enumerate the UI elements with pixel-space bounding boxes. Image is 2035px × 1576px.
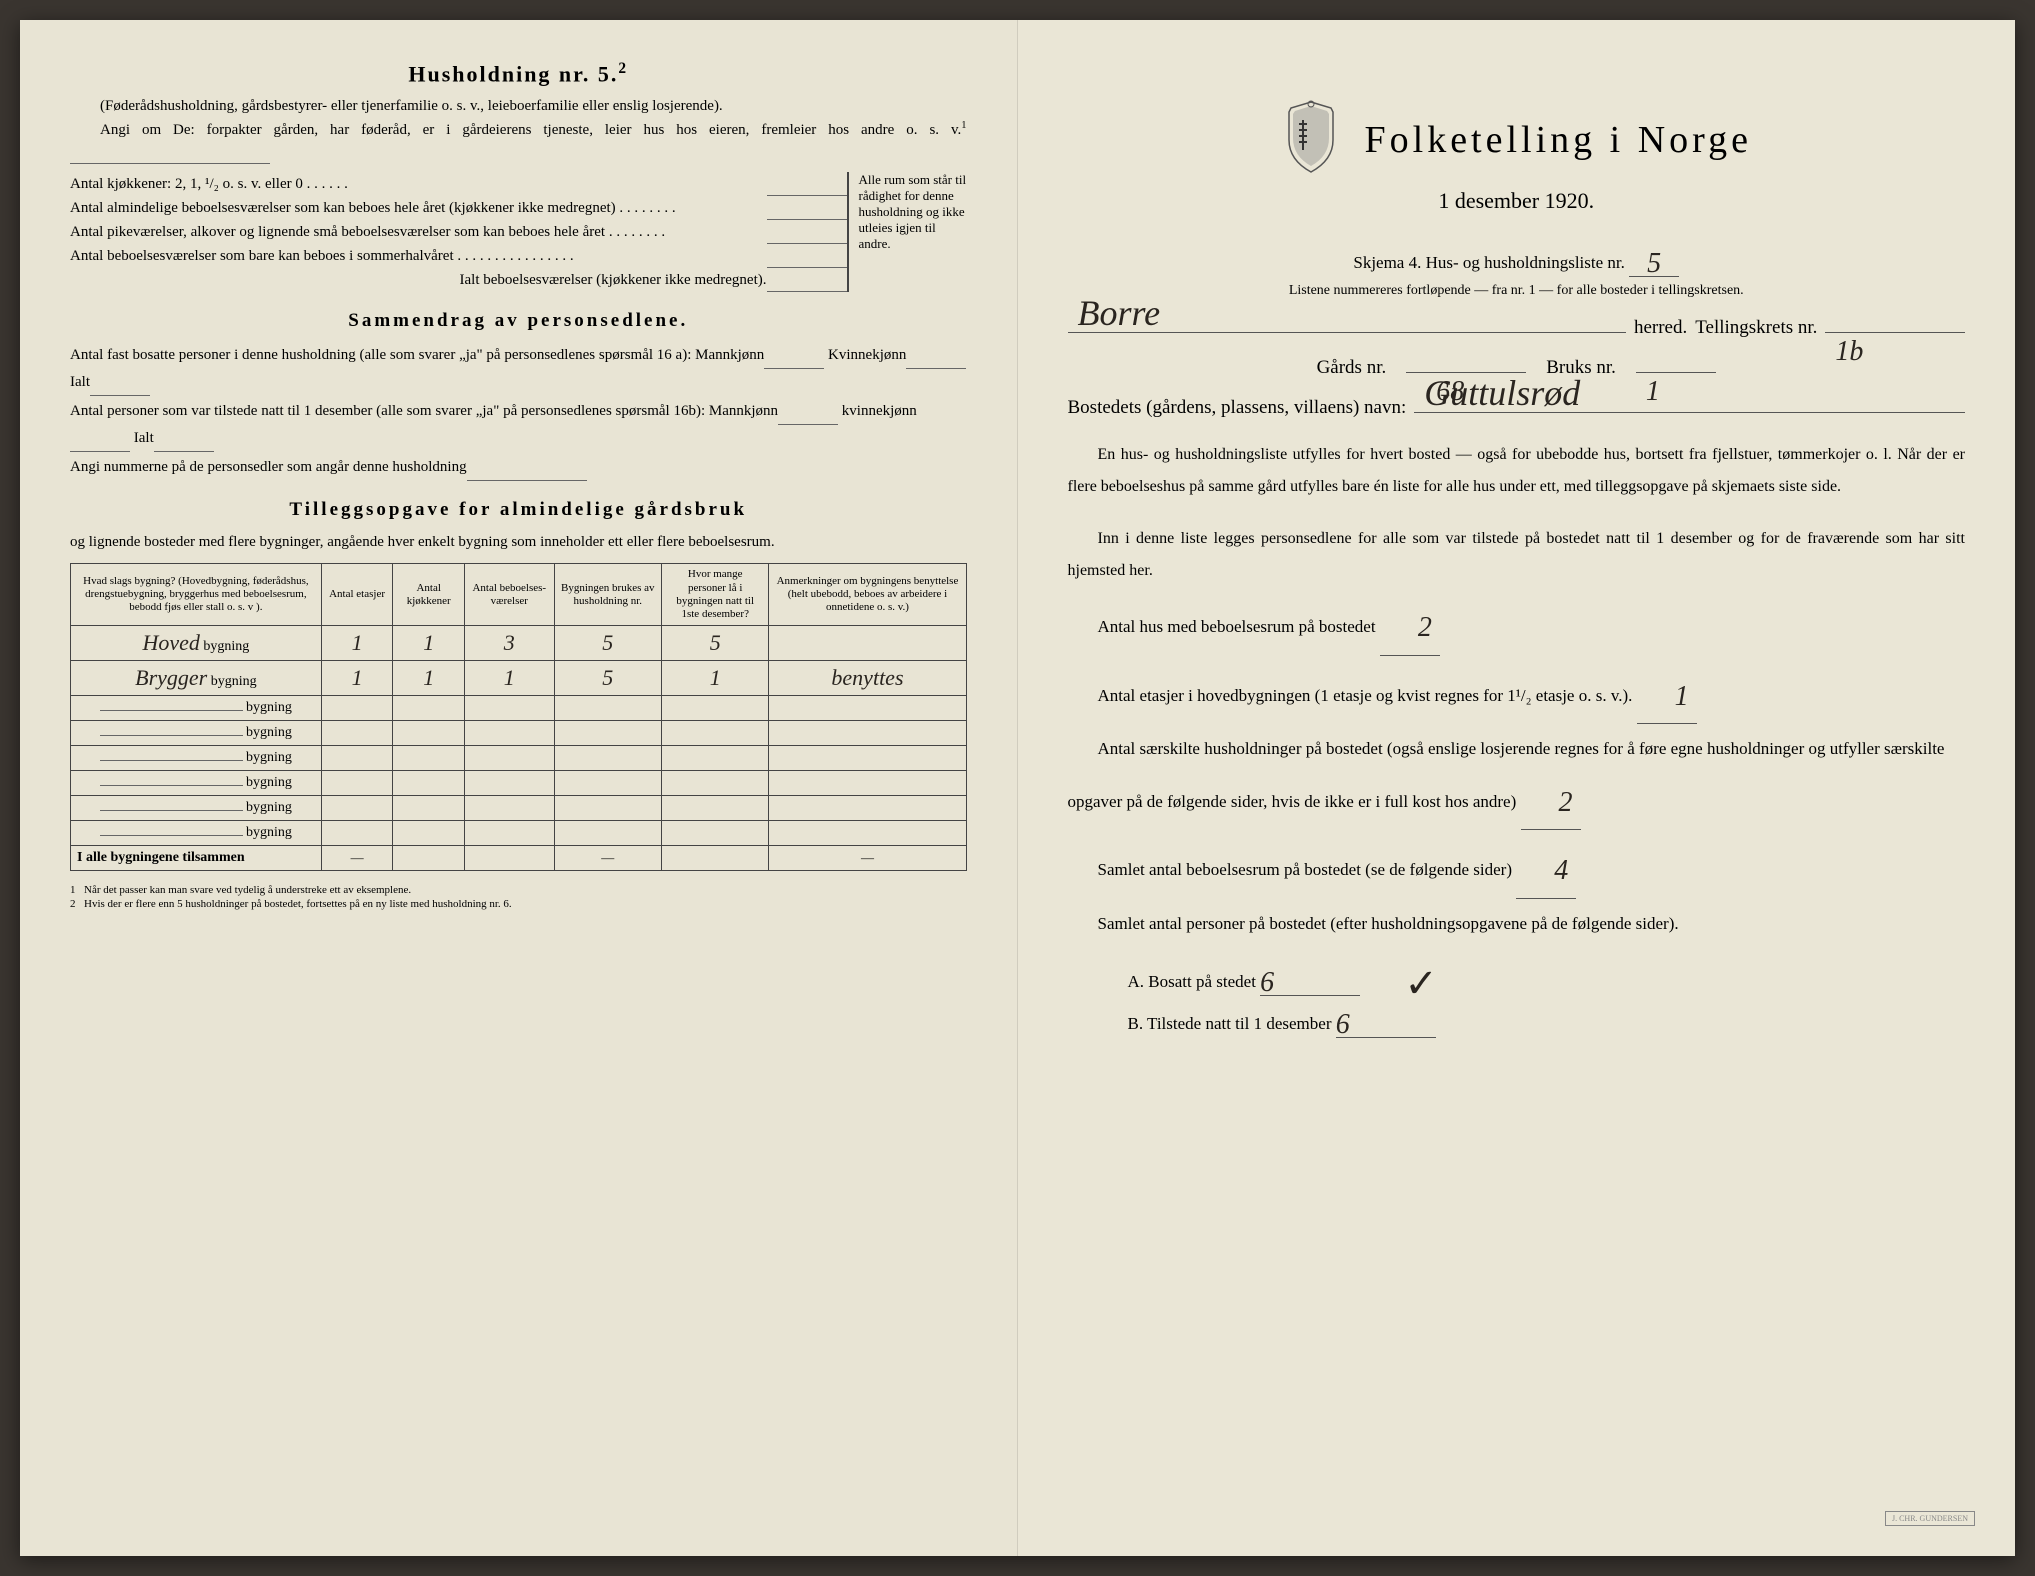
- subtitle: 1 desember 1920.: [1068, 188, 1966, 214]
- intro-main: Angi om De: forpakter gården, har føderå…: [70, 118, 967, 164]
- herred-row: Borre herred. Tellingskrets nr. 1b: [1068, 317, 1966, 339]
- para2: Inn i denne liste legges personsedlene f…: [1068, 523, 1966, 587]
- footnotes: 1Når det passer kan man svare ved tydeli…: [70, 883, 967, 912]
- rooms-bracket: Antal kjøkkener: 2, 1, ¹/₂ o. s. v. elle…: [70, 172, 967, 292]
- check-mark-icon: ✓: [1404, 961, 1438, 1006]
- sammendrag-title: Sammendrag av personsedlene.: [70, 310, 967, 332]
- table-total-row: I alle bygningene tilsammen — — —: [71, 846, 967, 871]
- skjema-nr: 5: [1647, 248, 1661, 279]
- th-anm: Anmerkninger om bygningens benyttelse (h…: [769, 564, 966, 626]
- table-row: Hoved bygning11355: [71, 626, 967, 661]
- bosted-value: Guttulsrød: [1424, 372, 1580, 414]
- rooms-total: Ialt beboelsesværelser (kjøkkener ikke m…: [460, 268, 767, 292]
- sammendrag-3: Angi nummerne på de personsedler som ang…: [70, 454, 967, 481]
- tillegg-title: Tilleggsopgave for almindelige gårdsbruk: [70, 499, 967, 521]
- q3-value: 2: [1559, 787, 1573, 818]
- listene-line: Listene nummereres fortløpende — fra nr.…: [1068, 283, 1966, 299]
- q5b-value: 6: [1336, 1009, 1350, 1040]
- table-row: bygning: [71, 821, 967, 846]
- rooms-3: Antal beboelsesværelser som bare kan beb…: [70, 244, 574, 268]
- th-hushold: Bygningen brukes av husholdning nr.: [554, 564, 661, 626]
- sammendrag-1: Antal fast bosatte personer i denne hush…: [70, 342, 967, 396]
- rooms-2: Antal pikeværelser, alkover og lignende …: [70, 220, 665, 244]
- th-etasjer: Antal etasjer: [321, 564, 393, 626]
- intro-paren: (Føderådshusholdning, gårdsbestyrer- ell…: [70, 95, 967, 118]
- bosted-row: Bostedets (gårdens, plassens, villaens) …: [1068, 397, 1966, 419]
- table-row: bygning: [71, 796, 967, 821]
- right-header: Folketelling i Norge 1 desember 1920.: [1068, 100, 1966, 214]
- table-row: Brygger bygning11151benyttes: [71, 661, 967, 696]
- left-page: Husholdning nr. 5.2 (Føderådshusholdning…: [20, 20, 1018, 1556]
- bracket-note: Alle rum som står til rådighet for denne…: [847, 172, 967, 292]
- main-title: Folketelling i Norge: [1365, 118, 1753, 162]
- para1: En hus- og husholdningsliste utfylles fo…: [1068, 439, 1966, 503]
- table-row: bygning: [71, 721, 967, 746]
- table-row: bygning: [71, 771, 967, 796]
- right-page: Folketelling i Norge 1 desember 1920. Sk…: [1018, 20, 2016, 1556]
- q5b: B. Tilstede natt til 1 desember 6: [1128, 1005, 1966, 1038]
- q5a-value: 6: [1260, 967, 1274, 998]
- kitchens-label: Antal kjøkkener: 2, 1, ¹/₂ o. s. v. elle…: [70, 172, 348, 196]
- tillegg-sub: og lignende bosteder med flere bygninger…: [70, 531, 967, 554]
- q5a: A. Bosatt på stedet 6 ✓: [1128, 950, 1966, 997]
- q1: Antal hus med beboelsesrum på bostedet 2: [1068, 593, 1966, 656]
- building-table: Hvad slags bygning? (Hovedbygning, føder…: [70, 563, 967, 871]
- table-row: bygning: [71, 746, 967, 771]
- sammendrag-2: Antal personer som var tilstede natt til…: [70, 398, 967, 452]
- rooms-1: Antal almindelige beboelsesværelser som …: [70, 196, 676, 220]
- census-document: Husholdning nr. 5.2 (Føderådshusholdning…: [20, 20, 2015, 1556]
- q5: Samlet antal personer på bostedet (efter…: [1068, 905, 1966, 942]
- coat-of-arms-icon: [1281, 100, 1341, 180]
- skjema-line: Skjema 4. Hus- og husholdningsliste nr. …: [1068, 244, 1966, 277]
- q2-value: 1: [1675, 681, 1689, 712]
- q4: Samlet antal beboelsesrum på bostedet (s…: [1068, 836, 1966, 899]
- left-title: Husholdning nr. 5.2: [70, 60, 967, 87]
- th-personer: Hvor mange personer lå i bygningen natt …: [662, 564, 769, 626]
- q2: Antal etasjer i hovedbygningen (1 etasje…: [1068, 662, 1966, 725]
- printer-stamp: J. CHR. GUNDERSEN: [1885, 1511, 1975, 1526]
- th-type: Hvad slags bygning? (Hovedbygning, føder…: [71, 564, 322, 626]
- th-kjokkener: Antal kjøkkener: [393, 564, 465, 626]
- q1-value: 2: [1418, 612, 1432, 643]
- q3: Antal særskilte husholdninger på bostede…: [1068, 730, 1966, 830]
- th-vaerelser: Antal beboelses-værelser: [465, 564, 555, 626]
- table-row: bygning: [71, 696, 967, 721]
- q4-value: 4: [1554, 855, 1568, 886]
- herred-value: Borre: [1078, 292, 1161, 334]
